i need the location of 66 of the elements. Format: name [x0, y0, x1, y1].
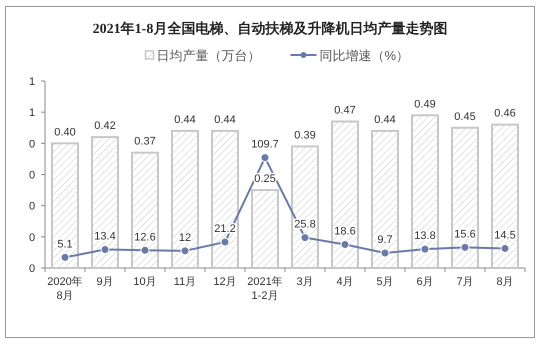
bar	[131, 152, 159, 269]
bar	[371, 130, 399, 269]
bar	[331, 120, 359, 269]
point	[60, 252, 70, 262]
x-tick-label: 10月	[133, 276, 157, 288]
x-tick-label: 4月	[336, 276, 354, 288]
data-label: 18.6	[334, 226, 356, 238]
x-tick-label: 12月	[213, 276, 237, 288]
y-tick-label: 0	[28, 200, 36, 213]
data-label: 13.8	[414, 230, 436, 242]
legend-label: 同比增速（%）	[320, 48, 410, 63]
data-label: 0.37	[134, 136, 156, 148]
point	[380, 248, 390, 258]
data-label: 12	[178, 232, 192, 244]
data-label: 0.44	[214, 114, 236, 126]
data-label: 0.25	[254, 173, 276, 186]
bar	[411, 114, 439, 269]
point	[300, 233, 310, 242]
data-label: 0.40	[54, 126, 76, 138]
point	[500, 244, 510, 253]
point	[180, 246, 190, 256]
y-tick-label: 0	[28, 263, 36, 275]
point	[340, 240, 350, 250]
x-tick-label: 6月	[416, 276, 434, 288]
data-label: 9.7	[377, 234, 393, 246]
x-tick-label: 3月	[296, 276, 314, 288]
data-label: 0.44	[174, 114, 196, 126]
point	[420, 244, 430, 254]
point	[460, 242, 470, 252]
x-tick-label: 2020年 8月	[47, 276, 83, 302]
data-label: 14.5	[494, 229, 516, 242]
data-label: 13.4	[94, 230, 116, 242]
bar	[291, 145, 319, 269]
data-label: 0.46	[494, 108, 516, 120]
bar	[211, 130, 239, 269]
data-label: 0.44	[374, 114, 396, 126]
y-tick-label: 1	[28, 76, 36, 88]
x-tick-label: 7月	[456, 276, 474, 288]
data-label: 109.7	[251, 138, 279, 151]
x-tick-label: 5月	[376, 276, 394, 288]
data-label: 0.42	[94, 120, 116, 132]
data-label: 0.49	[414, 98, 436, 110]
y-tick-label: 1	[28, 107, 36, 120]
chart-title: 2021年1-8月全国电梯、自动扶梯及升降机日均产量走势图	[92, 20, 448, 37]
data-label: 0.39	[294, 129, 316, 142]
bar	[491, 124, 519, 269]
data-label: 15.6	[454, 228, 476, 240]
y-tick-label: 0	[28, 170, 36, 182]
point	[260, 153, 270, 162]
data-label: 0.45	[454, 110, 476, 123]
x-tick-label: 2021年 1-2月	[247, 276, 283, 302]
y-tick-label: 0	[28, 138, 36, 150]
data-label: 5.1	[57, 238, 73, 250]
bar	[91, 136, 119, 269]
bar	[171, 130, 199, 269]
y-tick-label: 0	[28, 232, 36, 244]
data-label: 0.47	[334, 104, 356, 117]
point	[140, 246, 150, 255]
x-tick-label: 8月	[496, 276, 514, 288]
bar	[251, 189, 279, 269]
bar	[451, 126, 479, 269]
legend-label: 日均产量（万台）	[156, 48, 260, 63]
x-tick-label: 11月	[174, 276, 196, 288]
bar	[51, 142, 79, 269]
x-tick-label: 9月	[96, 276, 114, 288]
data-label: 12.6	[134, 231, 156, 244]
